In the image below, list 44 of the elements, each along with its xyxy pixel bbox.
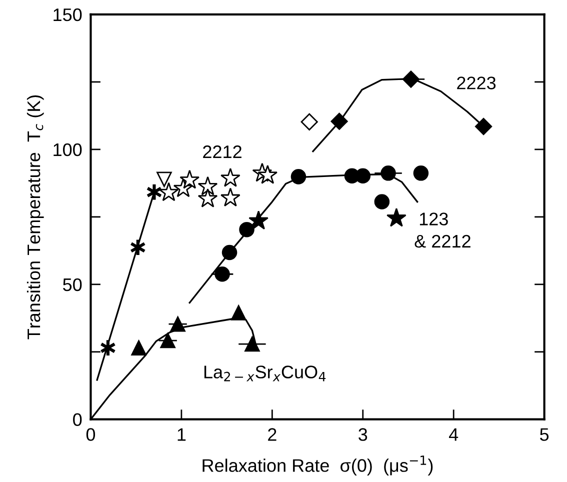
point — [230, 305, 246, 320]
point — [170, 316, 186, 332]
point — [198, 188, 218, 208]
point — [474, 118, 492, 136]
point — [355, 168, 371, 184]
y-axis-title: Transition Temperature T$_{c}$ (K) — [26, 95, 44, 340]
point — [220, 168, 240, 187]
point — [160, 332, 176, 348]
annotation: 123 — [420, 212, 448, 226]
point — [248, 210, 268, 230]
point — [131, 340, 146, 356]
x-tick-label: 2 — [268, 428, 276, 441]
annotation: La$_{2−x}$Sr$_{x}$CuO$_{4}$ — [204, 366, 326, 382]
point — [198, 176, 218, 196]
point — [158, 182, 179, 202]
point — [156, 172, 172, 188]
x-tick-label: 4 — [448, 428, 458, 441]
x-tick-label: 1 — [178, 428, 186, 441]
point — [239, 222, 254, 238]
y-tick-label: 50 — [63, 278, 82, 292]
point — [258, 164, 278, 184]
x-tick-label: 0 — [86, 428, 96, 441]
annotation: & 2212 — [414, 234, 470, 248]
point — [300, 113, 318, 130]
point — [180, 170, 200, 189]
point — [290, 169, 306, 184]
x-tick-label: 5 — [540, 428, 549, 441]
x-tick-label: 3 — [358, 428, 368, 441]
point — [244, 336, 260, 352]
point — [413, 166, 429, 181]
point — [222, 244, 238, 260]
point — [214, 266, 230, 282]
point — [374, 194, 390, 210]
annotation: 2223 — [457, 76, 496, 90]
y-tick-label: 0 — [73, 413, 82, 426]
annotation: 2212 — [203, 145, 242, 158]
x-axis-title: Relaxation Rate σ(0) (μs$^{−1}$) — [202, 456, 433, 476]
point — [330, 112, 348, 130]
point — [380, 166, 396, 181]
point — [402, 70, 420, 88]
y-tick-label: 100 — [54, 143, 82, 156]
point — [386, 208, 406, 227]
point — [220, 188, 240, 207]
y-tick-label: 150 — [54, 8, 82, 22]
